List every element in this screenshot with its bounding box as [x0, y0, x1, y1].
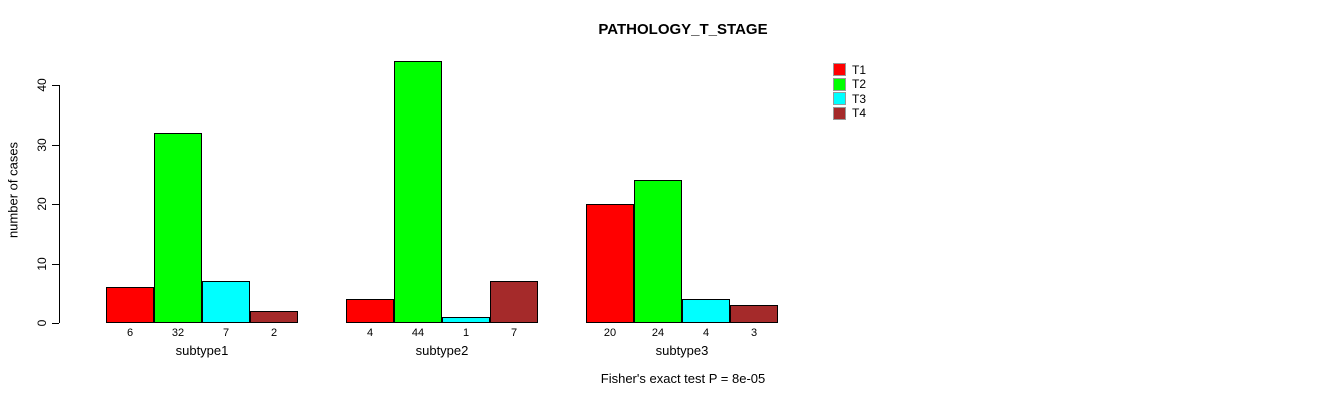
bar-subtype1-T3: [202, 281, 250, 323]
bar-subtype2-T2: [394, 61, 442, 323]
y-tick-label-0: 0: [35, 319, 49, 326]
bar-subtype3-T3: [682, 299, 730, 323]
bar-subtype1-T4: [250, 311, 298, 323]
bar-value-subtype3-T2: 24: [651, 327, 665, 339]
legend-item-T4: T4: [833, 106, 867, 121]
bar-value-subtype2-T2: 44: [411, 327, 425, 339]
group-label-subtype1: subtype1: [175, 343, 229, 358]
bar-value-subtype1-T2: 32: [171, 327, 185, 339]
group-label-subtype3: subtype3: [655, 343, 709, 358]
bar-subtype1-T1: [106, 287, 154, 323]
bar-value-subtype2-T1: 4: [366, 327, 374, 339]
chart-title: PATHOLOGY_T_STAGE: [598, 21, 768, 38]
y-tick-mark-40: [52, 84, 59, 86]
bar-value-subtype3-T3: 4: [702, 327, 710, 339]
legend-item-T2: T2: [833, 77, 867, 92]
legend-swatch-T3: [833, 92, 846, 106]
group-label-subtype2: subtype2: [415, 343, 469, 358]
bar-value-subtype2-T4: 7: [510, 327, 518, 339]
bar-subtype3-T1: [586, 204, 634, 323]
y-tick-label-30: 30: [35, 137, 49, 152]
legend: T1 T2 T3 T4: [833, 63, 866, 121]
y-tick-label-10: 10: [35, 256, 49, 271]
legend-item-T1: T1: [833, 63, 866, 77]
y-tick-mark-10: [52, 263, 59, 265]
bar-subtype2-T4: [490, 281, 538, 323]
bar-subtype2-T1: [346, 299, 394, 323]
bar-value-subtype1-T3: 7: [222, 327, 230, 339]
legend-swatch-T4: [833, 106, 846, 120]
legend-label-T2: T2: [852, 77, 867, 92]
y-tick-label-20: 20: [35, 196, 49, 211]
legend-swatch-T1: [833, 63, 846, 77]
legend-swatch-T2: [833, 77, 846, 91]
y-tick-mark-20: [52, 203, 59, 205]
bar-value-subtype2-T3: 1: [462, 327, 470, 339]
y-tick-label-40: 40: [35, 77, 49, 92]
legend-label-T3: T3: [852, 91, 867, 106]
legend-label-T1: T1: [852, 62, 867, 77]
bar-subtype1-T2: [154, 133, 202, 323]
bar-subtype3-T2: [634, 180, 682, 323]
legend-item-T3: T3: [833, 92, 866, 106]
bar-value-subtype1-T1: 6: [126, 327, 134, 339]
y-tick-mark-30: [52, 144, 59, 146]
bar-value-subtype3-T1: 20: [603, 327, 617, 339]
bar-subtype3-T4: [730, 305, 778, 323]
bar-value-subtype3-T4: 3: [750, 327, 758, 339]
stat-annotation: Fisher's exact test P = 8e-05: [600, 371, 766, 386]
legend-label-T4: T4: [852, 106, 867, 121]
y-tick-mark-0: [52, 322, 59, 324]
y-axis-label: number of cases: [5, 141, 21, 239]
bar-value-subtype1-T4: 2: [270, 327, 278, 339]
bar-subtype2-T3: [442, 317, 490, 323]
y-axis: [59, 85, 60, 323]
